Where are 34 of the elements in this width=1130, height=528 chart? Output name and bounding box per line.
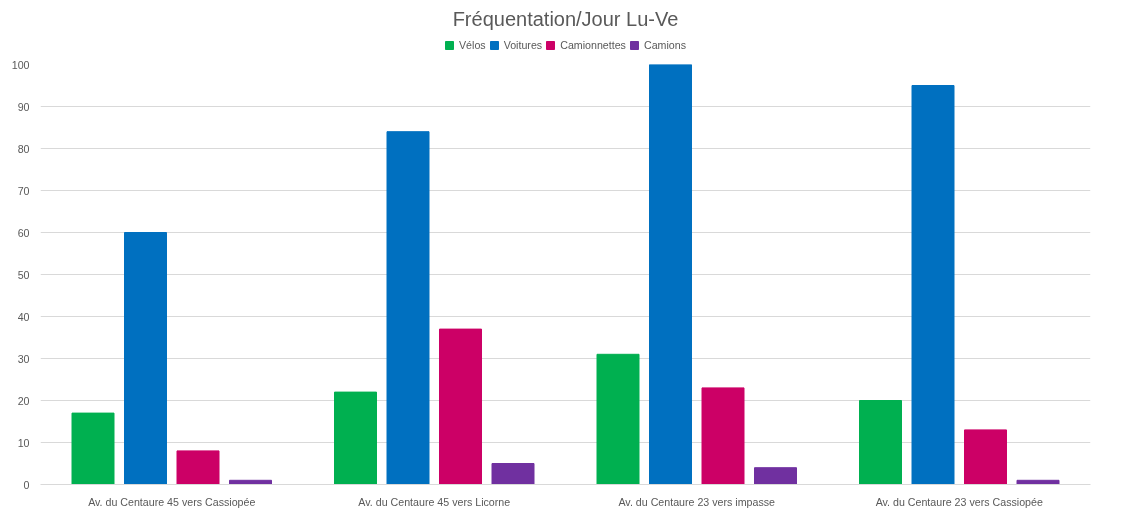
bar <box>491 463 535 485</box>
x-tick-label: Av. du Centaure 45 vers Licorne <box>358 495 511 508</box>
y-tick-label: 50 <box>17 268 30 281</box>
y-tick-label: 10 <box>17 436 30 449</box>
x-tick-label: Av. du Centaure 23 vers Cassiopée <box>875 495 1043 508</box>
bar <box>386 131 430 485</box>
chart-title: Fréquentation/Jour Lu-Ve <box>452 7 679 30</box>
y-tick-label: 70 <box>17 184 30 197</box>
x-tick-label: Av. du Centaure 45 vers Cassiopée <box>88 495 256 508</box>
bar <box>859 400 902 485</box>
bar <box>124 232 167 485</box>
y-tick-label: 80 <box>17 142 30 155</box>
bar <box>596 353 640 485</box>
bar <box>701 387 745 485</box>
bar <box>911 85 955 485</box>
bar <box>964 429 1007 485</box>
bar <box>439 328 482 485</box>
bar <box>176 450 220 485</box>
y-tick-label: 60 <box>17 226 30 239</box>
bar <box>334 391 377 485</box>
y-tick-label: 40 <box>17 310 30 323</box>
bar <box>649 64 692 485</box>
x-tick-label: Av. du Centaure 23 vers impasse <box>618 495 776 508</box>
y-tick-label: 30 <box>17 352 30 365</box>
y-tick-label: 90 <box>17 100 30 113</box>
bar <box>754 467 797 485</box>
y-tick-label: 0 <box>23 478 30 491</box>
y-tick-label: 20 <box>17 394 30 407</box>
legend-label: Voitures <box>503 39 543 51</box>
legend-label: Camions <box>643 39 686 51</box>
legend-label: Vélos <box>459 39 486 51</box>
y-tick-label: 100 <box>11 58 30 71</box>
legend-label: Camionnettes <box>560 39 626 51</box>
bar <box>71 412 115 485</box>
